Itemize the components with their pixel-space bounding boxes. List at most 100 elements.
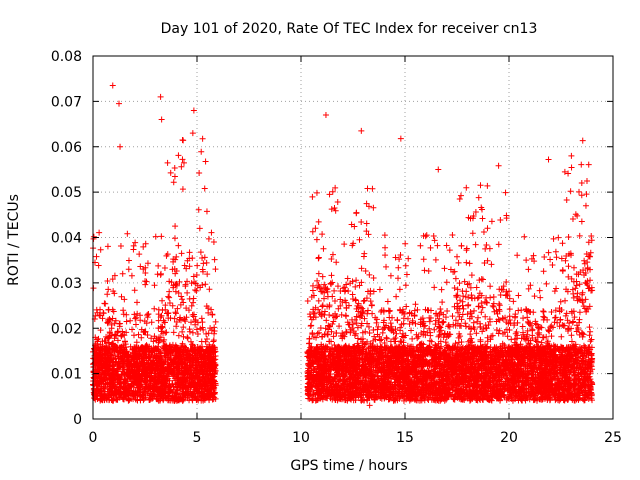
data-point	[118, 333, 125, 340]
data-point	[172, 223, 179, 230]
data-point	[178, 163, 185, 170]
data-point	[104, 291, 111, 298]
data-point	[477, 182, 484, 189]
data-point	[164, 159, 171, 166]
data-point	[96, 229, 103, 236]
data-point	[208, 229, 215, 236]
data-point	[121, 296, 128, 303]
data-point	[479, 215, 486, 222]
data-point	[105, 286, 112, 293]
data-point	[93, 306, 100, 313]
data-point	[189, 329, 196, 336]
data-point	[171, 235, 178, 242]
data-point	[144, 260, 151, 267]
data-point	[369, 185, 376, 192]
data-point	[159, 297, 166, 304]
data-point	[190, 299, 197, 306]
data-point	[484, 225, 491, 232]
data-point	[576, 281, 583, 288]
data-point	[402, 240, 409, 247]
data-point	[131, 287, 138, 294]
data-point	[463, 184, 470, 191]
data-point	[161, 265, 168, 272]
data-point	[366, 329, 373, 336]
data-point	[211, 256, 218, 263]
data-point	[541, 253, 548, 260]
data-point	[118, 293, 125, 300]
data-point	[171, 165, 178, 172]
data-point	[136, 251, 143, 258]
data-point	[193, 271, 200, 278]
data-point	[553, 285, 560, 292]
data-point	[180, 137, 187, 144]
data-point	[502, 189, 509, 196]
data-point	[180, 159, 187, 166]
data-point	[203, 335, 210, 342]
data-point	[125, 257, 132, 264]
data-point	[409, 335, 416, 342]
data-point	[123, 318, 130, 325]
data-point	[151, 305, 158, 312]
data-point	[315, 270, 322, 277]
data-point	[198, 338, 205, 345]
data-point	[95, 262, 102, 269]
data-point	[307, 322, 314, 329]
data-point	[449, 231, 456, 238]
data-point	[204, 271, 211, 278]
data-point	[553, 254, 560, 261]
data-point	[457, 192, 464, 199]
data-point	[199, 254, 206, 261]
data-point	[186, 326, 193, 333]
data-point	[387, 272, 394, 279]
data-point	[475, 194, 482, 201]
data-point	[120, 307, 127, 314]
data-point	[176, 278, 183, 285]
data-point	[179, 328, 186, 335]
data-point	[170, 179, 177, 186]
data-point	[195, 206, 202, 213]
data-point	[143, 278, 150, 285]
data-point	[446, 247, 453, 254]
data-point	[454, 300, 461, 307]
data-point	[171, 173, 178, 180]
data-point	[210, 239, 217, 246]
data-point	[184, 335, 191, 342]
data-point	[142, 240, 149, 247]
data-point	[166, 288, 173, 295]
data-point	[210, 337, 217, 344]
data-point	[163, 329, 170, 336]
data-point	[563, 196, 570, 203]
data-point	[158, 270, 165, 277]
data-point	[314, 277, 321, 284]
data-point	[212, 266, 219, 273]
data-point	[515, 292, 522, 299]
data-point	[197, 249, 204, 256]
data-point	[432, 256, 439, 263]
data-point	[570, 294, 577, 301]
data-point	[115, 328, 122, 335]
data-point	[579, 137, 586, 144]
data-point	[172, 310, 179, 317]
data-point	[192, 286, 199, 293]
data-point	[175, 152, 182, 159]
data-point	[323, 317, 330, 324]
data-point	[540, 308, 547, 315]
data-point	[190, 273, 197, 280]
data-point	[441, 265, 448, 272]
data-point	[313, 236, 320, 243]
data-point	[358, 265, 365, 272]
data-point	[452, 275, 459, 282]
data-point	[145, 310, 152, 317]
data-point	[143, 320, 150, 327]
data-point	[313, 189, 320, 196]
data-point	[488, 261, 495, 268]
data-point	[112, 317, 119, 324]
data-point	[132, 239, 139, 246]
data-point	[555, 234, 562, 241]
data-point	[426, 318, 433, 325]
data-point	[583, 178, 590, 185]
data-point	[211, 330, 218, 337]
data-point	[186, 295, 193, 302]
data-point	[158, 233, 165, 240]
data-point	[199, 135, 206, 142]
